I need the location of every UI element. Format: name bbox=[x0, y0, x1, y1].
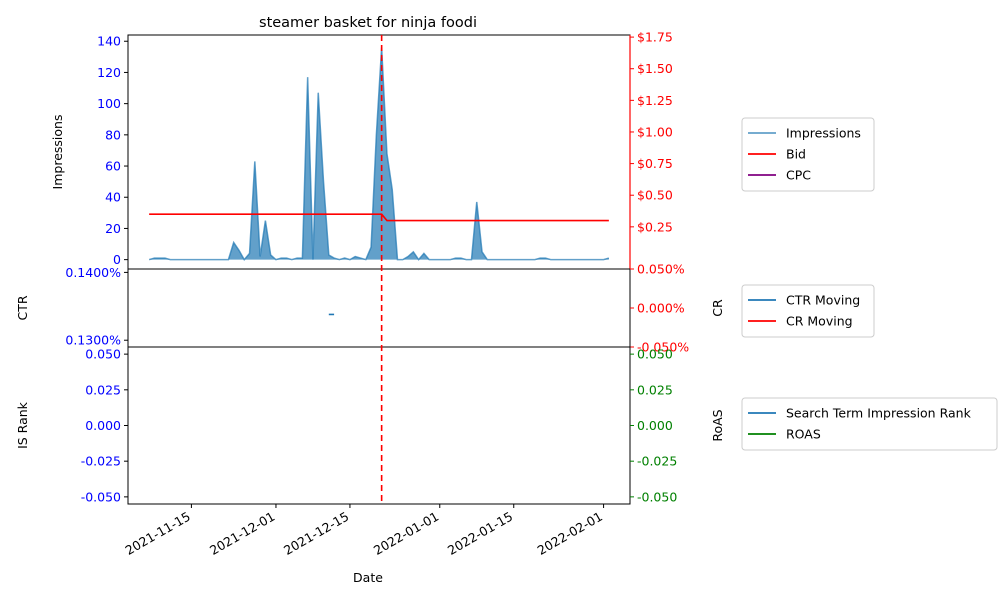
axes-frame bbox=[127, 268, 631, 348]
y2-tick-label: 0.025 bbox=[637, 382, 673, 397]
y-tick-label: 100 bbox=[97, 96, 121, 111]
legend-label: CPC bbox=[786, 168, 811, 183]
y2-tick-label: 0.000 bbox=[637, 418, 673, 433]
legends: Impressions Bid CPC CTR Moving CR Moving Sear… bbox=[741, 117, 998, 451]
y2-tick-label: -0.050 bbox=[637, 489, 677, 504]
y-tick-label: 60 bbox=[105, 159, 121, 174]
y-tick-label: 0.025 bbox=[85, 382, 121, 397]
y2-tick-label: $1.25 bbox=[637, 93, 673, 108]
x-tick-label: 2021-12-01 bbox=[207, 509, 277, 558]
impressions-line bbox=[148, 47, 610, 261]
y-tick-label: -0.050 bbox=[81, 489, 121, 504]
panel-rank-roas: -0.050 -0.025 0.000 0.025 0.050 -0.050 -0.025 0… bbox=[15, 346, 725, 505]
y2-tick-label: -0.025 bbox=[637, 454, 677, 469]
y2-tick-label: $1.75 bbox=[637, 30, 673, 45]
y2-tick-label: -0.050% bbox=[637, 340, 689, 355]
legend-label: ROAS bbox=[786, 427, 821, 442]
legend-label: CTR Moving bbox=[786, 293, 860, 308]
x-tick-label: 2022-02-01 bbox=[535, 509, 605, 558]
y2-tick-label: $0.50 bbox=[637, 188, 673, 203]
y-tick-label: 140 bbox=[97, 34, 121, 49]
legend-label: Impressions bbox=[786, 126, 861, 141]
y-tick-label: 120 bbox=[97, 65, 121, 80]
x-axis-ticks: 2021-11-15 2021-12-01 2021-12-15 2022-01-01… bbox=[122, 504, 605, 558]
y-tick-label: 80 bbox=[105, 127, 121, 142]
axes-frame bbox=[127, 346, 631, 505]
y-tick-label: 0.050 bbox=[85, 347, 121, 362]
y-tick-label: -0.025 bbox=[81, 454, 121, 469]
y2-tick-label: $1.00 bbox=[637, 124, 673, 139]
y-tick-label: 0 bbox=[113, 252, 121, 267]
x-tick-label: 2022-01-01 bbox=[371, 509, 441, 558]
x-tick-label: 2022-01-15 bbox=[445, 509, 515, 558]
y-tick-label: 0.000 bbox=[85, 418, 121, 433]
y2-tick-label: $0.25 bbox=[637, 219, 673, 234]
y-axis-label: CTR bbox=[15, 295, 30, 320]
legend-label: Search Term Impression Rank bbox=[786, 406, 972, 421]
y-axis-label: IS Rank bbox=[15, 401, 30, 449]
y2-axis-label: RoAS bbox=[710, 409, 725, 441]
bid-line bbox=[149, 213, 609, 222]
y-axis-label: Impressions bbox=[50, 115, 65, 190]
y2-axis-label: CR bbox=[710, 299, 725, 317]
y2-tick-label: 0.050% bbox=[637, 262, 685, 277]
panel-ctr-cr: 0.1300% 0.1400% -0.050% 0.000% 0.050% CTR CR bbox=[15, 262, 725, 355]
y-tick-label: 0.1400% bbox=[65, 265, 121, 280]
legend-box bbox=[741, 117, 875, 192]
legend-box bbox=[741, 284, 875, 338]
y2-tick-label: 0.050 bbox=[637, 347, 673, 362]
y2-tick-label: 0.000% bbox=[637, 301, 685, 316]
y-tick-label: 40 bbox=[105, 190, 121, 205]
y2-tick-label: $0.75 bbox=[637, 156, 673, 171]
legend-label: Bid bbox=[786, 147, 806, 162]
y2-tick-label: $1.50 bbox=[637, 61, 673, 76]
legend-label: CR Moving bbox=[786, 314, 853, 329]
panel-impressions: 0 20 40 60 80 100 120 140 $0.25 $0.50 $0.75 $1.00 $1… bbox=[50, 30, 673, 270]
y-tick-label: 20 bbox=[105, 221, 121, 236]
legend-box bbox=[741, 397, 998, 451]
y-tick-label: 0.1300% bbox=[65, 333, 121, 348]
x-tick-label: 2021-12-15 bbox=[281, 509, 351, 558]
x-tick-label: 2021-11-15 bbox=[122, 509, 192, 558]
chart-title: steamer basket for ninja foodi bbox=[259, 15, 477, 31]
x-axis-label: Date bbox=[353, 570, 383, 585]
impressions-area bbox=[149, 47, 609, 260]
